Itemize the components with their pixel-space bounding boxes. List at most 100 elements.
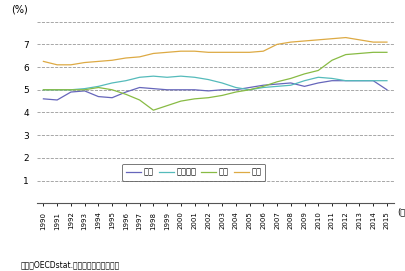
フランス: [55, 88, 60, 91]
英国: [219, 88, 224, 91]
英国: [123, 91, 128, 94]
米国: [164, 51, 169, 54]
米国: [109, 59, 114, 62]
英国: [137, 86, 142, 89]
英国: [315, 81, 320, 85]
フランス: [329, 77, 334, 80]
米国: [137, 55, 142, 59]
中国: [192, 97, 196, 101]
英国: [288, 81, 292, 85]
米国: [151, 52, 156, 55]
米国: [192, 50, 196, 53]
英国: [301, 85, 306, 88]
英国: [384, 88, 388, 91]
米国: [260, 50, 265, 53]
フランス: [343, 79, 347, 82]
英国: [151, 87, 156, 90]
中国: [41, 88, 46, 91]
中国: [274, 80, 279, 83]
英国: [41, 97, 46, 101]
中国: [82, 88, 87, 91]
米国: [301, 39, 306, 43]
英国: [329, 79, 334, 82]
英国: [192, 88, 196, 91]
フランス: [233, 86, 238, 89]
フランス: [137, 76, 142, 79]
英国: [96, 95, 100, 98]
中国: [109, 88, 114, 91]
フランス: [96, 85, 100, 88]
中国: [260, 85, 265, 88]
フランス: [384, 79, 388, 82]
フランス: [260, 86, 265, 89]
中国: [233, 91, 238, 94]
米国: [329, 37, 334, 40]
米国: [123, 56, 128, 60]
中国: [370, 51, 375, 54]
フランス: [205, 78, 210, 81]
米国: [356, 38, 361, 41]
フランス: [274, 85, 279, 88]
米国: [178, 50, 183, 53]
英国: [260, 83, 265, 87]
中国: [315, 69, 320, 72]
フランス: [370, 79, 375, 82]
米国: [370, 40, 375, 44]
中国: [55, 88, 60, 91]
フランス: [178, 75, 183, 78]
英国: [274, 82, 279, 86]
英国: [370, 79, 375, 82]
フランス: [315, 76, 320, 79]
英国: [109, 96, 114, 99]
Text: (年): (年): [396, 207, 405, 216]
Line: 中国: 中国: [43, 52, 386, 110]
Line: フランス: フランス: [43, 76, 386, 90]
米国: [233, 51, 238, 54]
英国: [247, 86, 252, 89]
Line: 米国: 米国: [43, 38, 386, 65]
フランス: [164, 76, 169, 79]
米国: [247, 51, 252, 54]
フランス: [301, 79, 306, 82]
英国: [343, 79, 347, 82]
フランス: [247, 88, 252, 91]
米国: [384, 40, 388, 44]
英国: [356, 79, 361, 82]
米国: [82, 61, 87, 64]
英国: [178, 88, 183, 91]
フランス: [123, 79, 128, 82]
英国: [233, 88, 238, 91]
中国: [151, 109, 156, 112]
フランス: [288, 83, 292, 87]
フランス: [82, 87, 87, 90]
Legend: 英国, フランス, 中国, 米国: 英国, フランス, 中国, 米国: [122, 164, 265, 181]
米国: [96, 60, 100, 63]
中国: [247, 88, 252, 91]
米国: [41, 60, 46, 63]
フランス: [41, 88, 46, 91]
フランス: [151, 75, 156, 78]
米国: [205, 51, 210, 54]
米国: [274, 43, 279, 46]
中国: [329, 59, 334, 62]
フランス: [192, 76, 196, 79]
英国: [205, 89, 210, 92]
フランス: [219, 81, 224, 85]
米国: [288, 40, 292, 44]
米国: [315, 38, 320, 41]
フランス: [356, 79, 361, 82]
中国: [384, 51, 388, 54]
Line: 英国: 英国: [43, 81, 386, 100]
中国: [219, 94, 224, 97]
米国: [68, 63, 73, 66]
Text: (%): (%): [11, 4, 28, 14]
フランス: [68, 88, 73, 91]
中国: [205, 96, 210, 99]
中国: [356, 52, 361, 55]
米国: [219, 51, 224, 54]
英国: [82, 89, 87, 92]
中国: [96, 86, 100, 89]
Text: 資料：OECDstat.から経済産業省作成。: 資料：OECDstat.から経済産業省作成。: [20, 261, 119, 270]
中国: [288, 77, 292, 80]
中国: [301, 72, 306, 76]
